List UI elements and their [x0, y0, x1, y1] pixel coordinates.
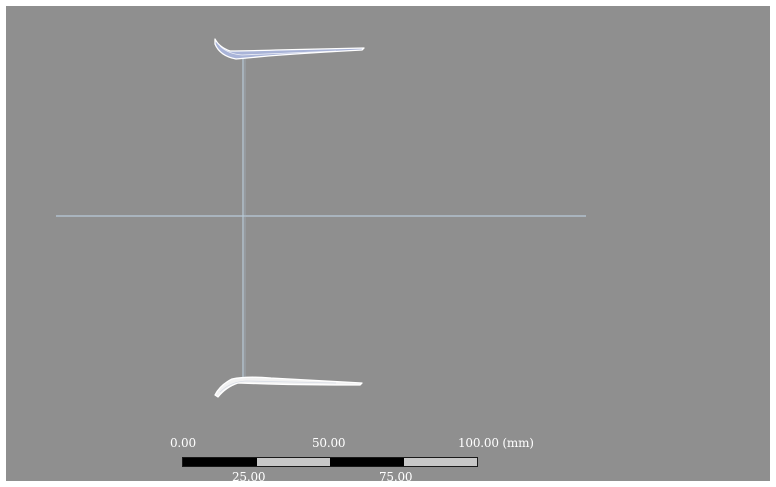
scale-label-0: 0.00 — [170, 436, 196, 450]
scale-label-25: 25.00 — [232, 470, 266, 481]
geometry-view[interactable] — [6, 6, 770, 481]
scale-segment-1 — [183, 458, 257, 466]
scale-segment-2 — [256, 458, 330, 466]
scale-segment-3 — [330, 458, 404, 466]
scale-bar — [182, 457, 478, 467]
scale-label-75: 75.00 — [379, 470, 413, 481]
scale-segment-4 — [403, 458, 477, 466]
bottom-profile-shape[interactable] — [214, 376, 363, 398]
top-profile-shape[interactable] — [214, 38, 365, 60]
scale-label-100-mm: 100.00 (mm) — [458, 436, 534, 450]
top-profile-inner-edge — [219, 45, 337, 56]
bottom-profile-inner-edge — [219, 380, 337, 393]
3d-viewport[interactable]: 0.00 50.00 100.00 (mm) 25.00 75.00 — [6, 6, 770, 481]
scale-label-50: 50.00 — [312, 436, 346, 450]
